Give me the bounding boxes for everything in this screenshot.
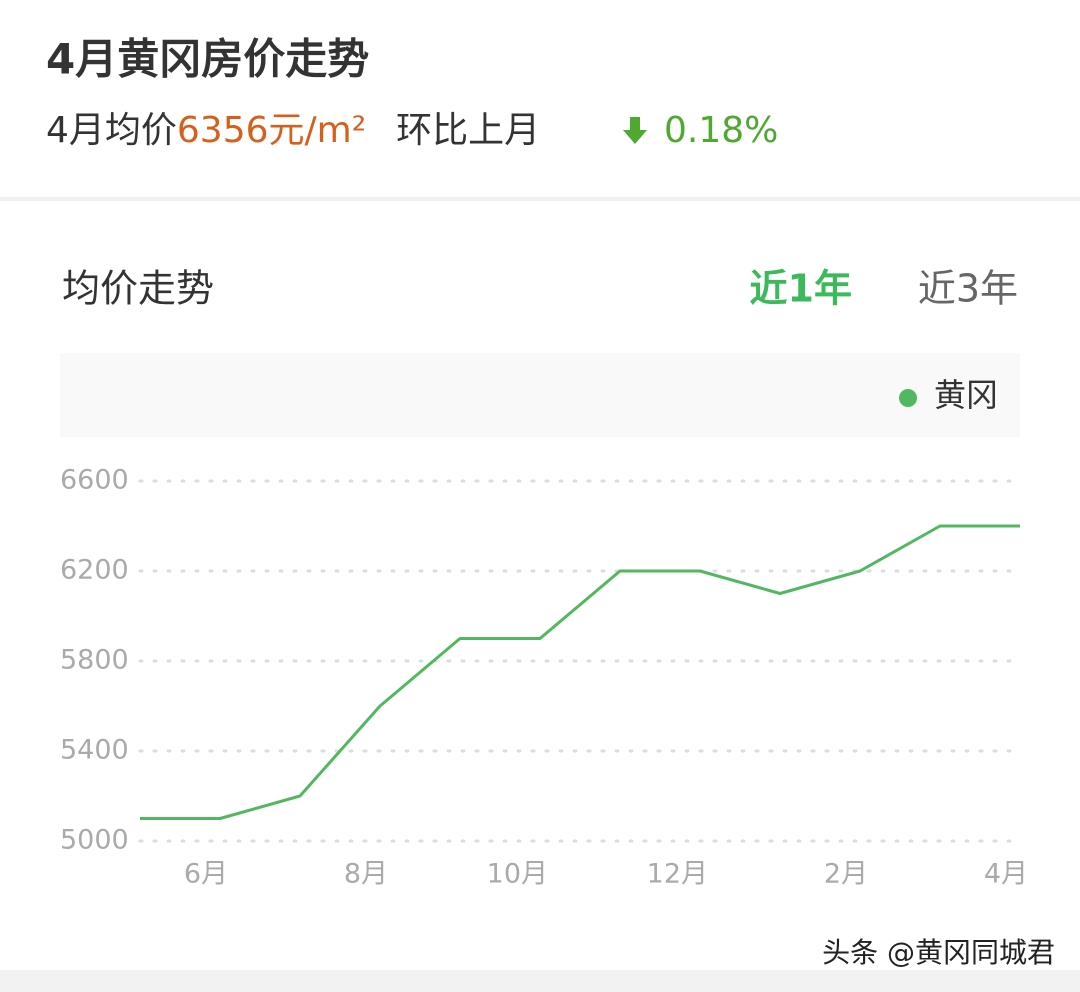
legend-bar (60, 353, 1020, 437)
y-tick-label: 5800 (60, 645, 129, 676)
avg-label: 4月均价 (46, 110, 177, 151)
tab[interactable]: 近3年 (918, 267, 1018, 311)
bottom-strip (0, 970, 1080, 992)
x-tick-label: 2月 (824, 859, 868, 890)
y-tick-label: 5000 (60, 825, 129, 856)
x-tick-label: 4月 (984, 859, 1028, 890)
y-tick-label: 6600 (60, 465, 129, 496)
x-tick-label: 6月 (184, 859, 228, 890)
summary: 4月均价6356元/m² 环比上月 (46, 110, 540, 151)
x-tick-label: 12月 (647, 859, 708, 890)
y-tick-label: 6200 (60, 555, 129, 586)
watermark: 头条 @黄冈同城君 (822, 936, 1055, 969)
line (140, 524, 1020, 820)
mom-label: 环比上月 (396, 110, 540, 151)
chart: 5000 5400 5800 6200 6600 6月 8月 10月 12月 2月 4月 黄冈 (60, 376, 1028, 890)
avg-price: 6356元/m² (177, 110, 366, 151)
x-tick-label: 8月 (344, 859, 388, 890)
separator (0, 197, 1080, 201)
section-title: 均价走势 (62, 267, 214, 311)
tab-active[interactable]: 近1年 (750, 267, 852, 311)
legend-dot (899, 389, 917, 407)
legend-label: 黄冈 (934, 376, 998, 414)
page-title: 4月黄冈房价走势 (46, 35, 369, 84)
mom-change: 0.18% (664, 110, 778, 151)
y-tick-label: 5400 (60, 735, 129, 766)
x-tick-label: 10月 (487, 859, 548, 890)
down-arrow (623, 117, 647, 144)
